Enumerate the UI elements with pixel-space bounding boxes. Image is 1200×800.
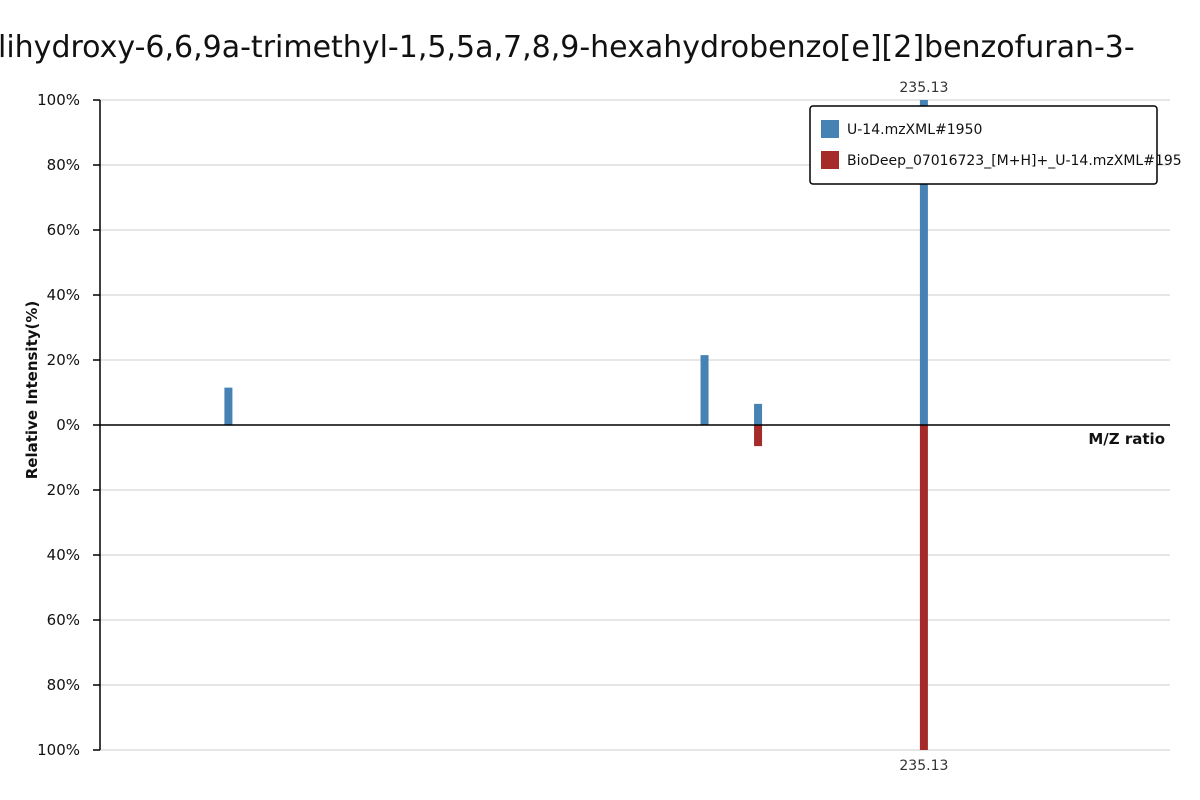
peak-label: 235.13 xyxy=(899,80,948,96)
legend-label-series-2: BioDeep_07016723_[M+H]+_U-14.mzXML#195 xyxy=(847,153,1182,169)
y-tick-label: 20% xyxy=(47,351,80,369)
spectrum-bar-series-2 xyxy=(754,425,763,447)
spectrum-bars xyxy=(224,100,928,750)
y-tick-label: 80% xyxy=(47,676,80,694)
legend: U-14.mzXML#1950 BioDeep_07016723_[M+H]+_… xyxy=(809,105,1182,185)
y-tick-label: 100% xyxy=(37,91,80,109)
y-tick-labels: 100% 80% 60% 40% 20% 0% 20% 40% 60% 80% 100% xyxy=(37,91,100,759)
spectrum-bar-series-1 xyxy=(224,387,233,425)
y-tick-label: 40% xyxy=(47,546,80,564)
spectrum-bar-series-1 xyxy=(754,403,763,425)
y-tick-label: 60% xyxy=(47,221,80,239)
peak-labels: 235.13 235.13 xyxy=(899,80,948,774)
legend-box xyxy=(809,105,1158,185)
peak-label: 235.13 xyxy=(899,758,948,774)
y-tick-label: 20% xyxy=(47,481,80,499)
y-tick-label: 80% xyxy=(47,156,80,174)
y-tick-label: 100% xyxy=(37,741,80,759)
axes xyxy=(99,100,1170,750)
spectrum-bar-series-1 xyxy=(919,100,928,425)
y-tick-label: 0% xyxy=(56,416,80,434)
spectrum-bar-series-2 xyxy=(919,425,928,750)
chart-title: lihydroxy-6,6,9a-trimethyl-1,5,5a,7,8,9-… xyxy=(0,30,1135,65)
x-axis-label: M/Z ratio xyxy=(1088,430,1165,448)
y-tick-label: 60% xyxy=(47,611,80,629)
y-tick-label: 40% xyxy=(47,286,80,304)
legend-swatch-series-2 xyxy=(821,151,839,169)
spectrum-bar-series-1 xyxy=(700,355,709,425)
legend-label-series-1: U-14.mzXML#1950 xyxy=(847,122,982,138)
y-axis-label: Relative Intensity(%) xyxy=(23,301,41,480)
grid-lines xyxy=(100,99,1170,751)
legend-swatch-series-1 xyxy=(821,120,839,138)
